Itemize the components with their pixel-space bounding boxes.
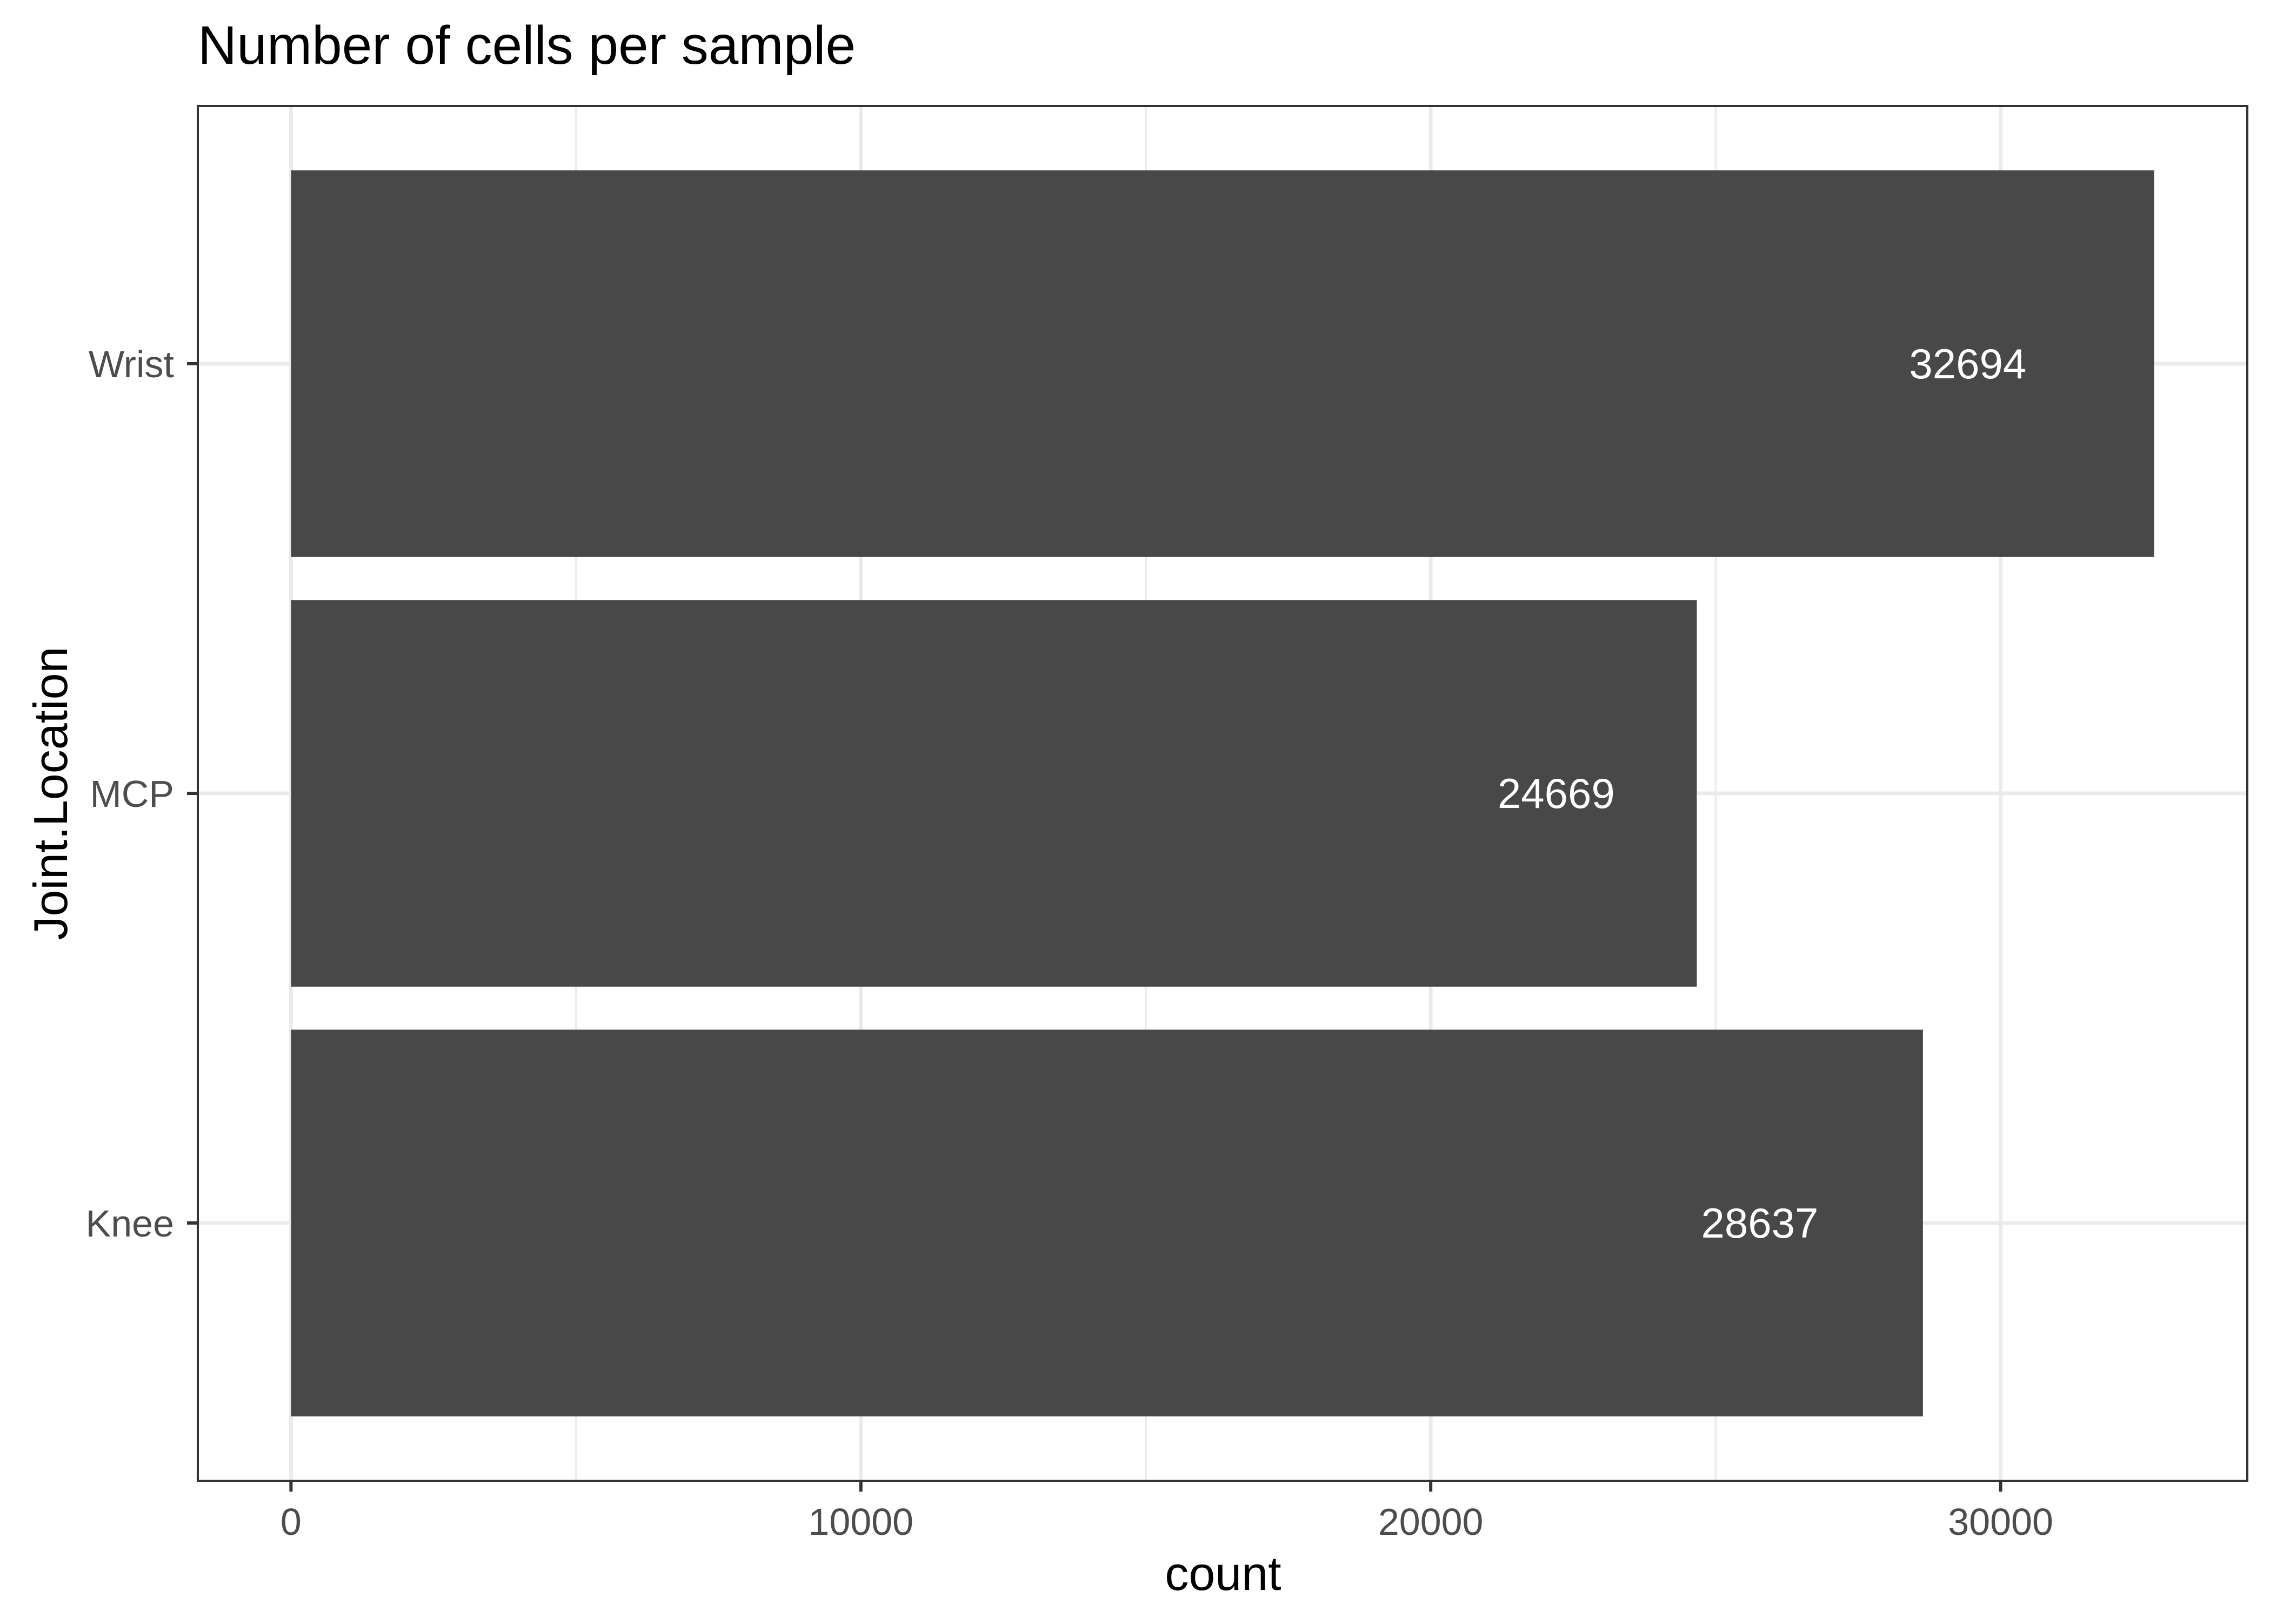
y-tick-label-wrist: Wrist — [89, 343, 174, 385]
bar-wrist — [291, 170, 2154, 557]
chart-title: Number of cells per sample — [198, 15, 856, 76]
data-label-knee: 28637 — [1701, 1199, 1818, 1247]
data-label-wrist: 32694 — [1909, 340, 2026, 387]
axis-layer: 0 10000 20000 30000 Knee MCP Wrist — [86, 343, 2053, 1543]
bar-mcp — [291, 600, 1697, 987]
x-tick-label: 20000 — [1378, 1501, 1484, 1543]
y-tick-label-knee: Knee — [86, 1202, 174, 1245]
x-tick-label: 0 — [281, 1501, 302, 1543]
data-label-mcp: 24669 — [1498, 770, 1615, 817]
x-tick-label: 30000 — [1948, 1501, 2053, 1543]
bar-layer — [291, 170, 2154, 1416]
x-tick-label: 10000 — [808, 1501, 913, 1543]
y-axis-title: Joint.Location — [24, 646, 77, 940]
y-tick-label-mcp: MCP — [90, 773, 174, 815]
bar-knee — [291, 1030, 1923, 1416]
x-axis-title: count — [1165, 1547, 1281, 1600]
data-label-layer: 28637 24669 32694 — [1498, 340, 2026, 1247]
